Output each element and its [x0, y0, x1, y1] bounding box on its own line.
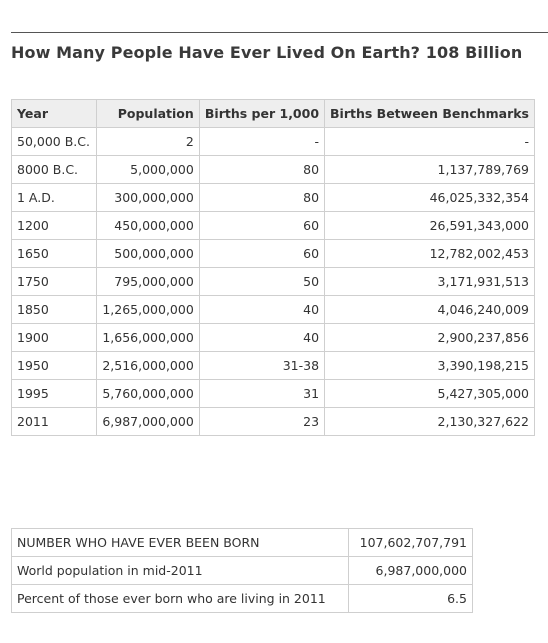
cell-population: 2 — [95, 127, 200, 156]
header-births-between-benchmarks: Births Between Benchmarks — [324, 99, 535, 128]
cell-births-per-1000: 50 — [198, 267, 326, 296]
header-births-per-1000: Births per 1,000 — [198, 99, 326, 128]
cell-births-between: 12,782,002,453 — [324, 239, 535, 268]
cell-births-between: 46,025,332,354 — [324, 183, 535, 212]
cell-population: 450,000,000 — [95, 211, 200, 240]
cell-year: 1950 — [11, 351, 97, 380]
cell-population: 2,516,000,000 — [95, 351, 200, 380]
cell-population: 5,000,000 — [95, 155, 200, 184]
top-divider — [11, 32, 548, 33]
cell-births-between: 2,130,327,622 — [324, 407, 535, 436]
cell-births-between: 4,046,240,009 — [324, 295, 535, 324]
summary-label: World population in mid-2011 — [11, 556, 349, 585]
table-row: 1750 795,000,000 50 3,171,931,513 — [11, 267, 535, 296]
cell-year: 1650 — [11, 239, 97, 268]
cell-population: 300,000,000 — [95, 183, 200, 212]
cell-births-between: 5,427,305,000 — [324, 379, 535, 408]
table-row: 1950 2,516,000,000 31-38 3,390,198,215 — [11, 351, 535, 380]
page-title: How Many People Have Ever Lived On Earth… — [11, 43, 523, 62]
cell-population: 5,760,000,000 — [95, 379, 200, 408]
cell-year: 1900 — [11, 323, 97, 352]
cell-births-between: - — [324, 127, 535, 156]
summary-row-world-population: World population in mid-2011 6,987,000,0… — [11, 556, 473, 585]
cell-births-per-1000: 23 — [198, 407, 326, 436]
cell-year: 1750 — [11, 267, 97, 296]
cell-births-between: 3,171,931,513 — [324, 267, 535, 296]
cell-year: 1995 — [11, 379, 97, 408]
cell-births-per-1000: 40 — [198, 323, 326, 352]
table-row: 1900 1,656,000,000 40 2,900,237,856 — [11, 323, 535, 352]
summary-row-total-born: NUMBER WHO HAVE EVER BEEN BORN 107,602,7… — [11, 528, 473, 557]
cell-births-per-1000: - — [198, 127, 326, 156]
population-table: Year Population Births per 1,000 Births … — [11, 99, 535, 436]
header-year: Year — [11, 99, 97, 128]
cell-births-per-1000: 31 — [198, 379, 326, 408]
cell-births-between: 26,591,343,000 — [324, 211, 535, 240]
summary-table: NUMBER WHO HAVE EVER BEEN BORN 107,602,7… — [11, 528, 473, 613]
table-row: 1650 500,000,000 60 12,782,002,453 — [11, 239, 535, 268]
cell-population: 795,000,000 — [95, 267, 200, 296]
table-header-row: Year Population Births per 1,000 Births … — [11, 99, 535, 128]
cell-births-per-1000: 40 — [198, 295, 326, 324]
summary-row-percent-living: Percent of those ever born who are livin… — [11, 584, 473, 613]
cell-births-per-1000: 31-38 — [198, 351, 326, 380]
summary-value: 6,987,000,000 — [348, 556, 473, 585]
cell-year: 1200 — [11, 211, 97, 240]
cell-births-between: 1,137,789,769 — [324, 155, 535, 184]
cell-population: 500,000,000 — [95, 239, 200, 268]
cell-births-per-1000: 60 — [198, 211, 326, 240]
cell-births-per-1000: 80 — [198, 155, 326, 184]
cell-births-per-1000: 80 — [198, 183, 326, 212]
cell-year: 50,000 B.C. — [11, 127, 97, 156]
cell-population: 6,987,000,000 — [95, 407, 200, 436]
summary-value: 6.5 — [348, 584, 473, 613]
table-row: 50,000 B.C. 2 - - — [11, 127, 535, 156]
cell-births-per-1000: 60 — [198, 239, 326, 268]
table-row: 1200 450,000,000 60 26,591,343,000 — [11, 211, 535, 240]
header-population: Population — [95, 99, 200, 128]
cell-population: 1,265,000,000 — [95, 295, 200, 324]
cell-year: 8000 B.C. — [11, 155, 97, 184]
cell-population: 1,656,000,000 — [95, 323, 200, 352]
table-row: 1 A.D. 300,000,000 80 46,025,332,354 — [11, 183, 535, 212]
table-row: 2011 6,987,000,000 23 2,130,327,622 — [11, 407, 535, 436]
cell-year: 2011 — [11, 407, 97, 436]
summary-label: Percent of those ever born who are livin… — [11, 584, 349, 613]
cell-births-between: 3,390,198,215 — [324, 351, 535, 380]
table-row: 1850 1,265,000,000 40 4,046,240,009 — [11, 295, 535, 324]
cell-births-between: 2,900,237,856 — [324, 323, 535, 352]
cell-year: 1850 — [11, 295, 97, 324]
summary-value: 107,602,707,791 — [348, 528, 473, 557]
cell-year: 1 A.D. — [11, 183, 97, 212]
table-row: 8000 B.C. 5,000,000 80 1,137,789,769 — [11, 155, 535, 184]
table-row: 1995 5,760,000,000 31 5,427,305,000 — [11, 379, 535, 408]
summary-label: NUMBER WHO HAVE EVER BEEN BORN — [11, 528, 349, 557]
